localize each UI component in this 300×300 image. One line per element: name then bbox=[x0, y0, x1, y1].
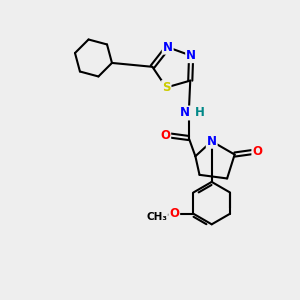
Text: N: N bbox=[186, 49, 196, 62]
Text: O: O bbox=[160, 129, 170, 142]
Text: N: N bbox=[180, 106, 190, 119]
Text: S: S bbox=[162, 81, 171, 94]
Text: CH₃: CH₃ bbox=[146, 212, 167, 222]
Text: N: N bbox=[163, 41, 173, 54]
Text: H: H bbox=[195, 106, 205, 119]
Text: O: O bbox=[252, 145, 262, 158]
Text: O: O bbox=[169, 207, 179, 220]
Text: N: N bbox=[207, 135, 217, 148]
